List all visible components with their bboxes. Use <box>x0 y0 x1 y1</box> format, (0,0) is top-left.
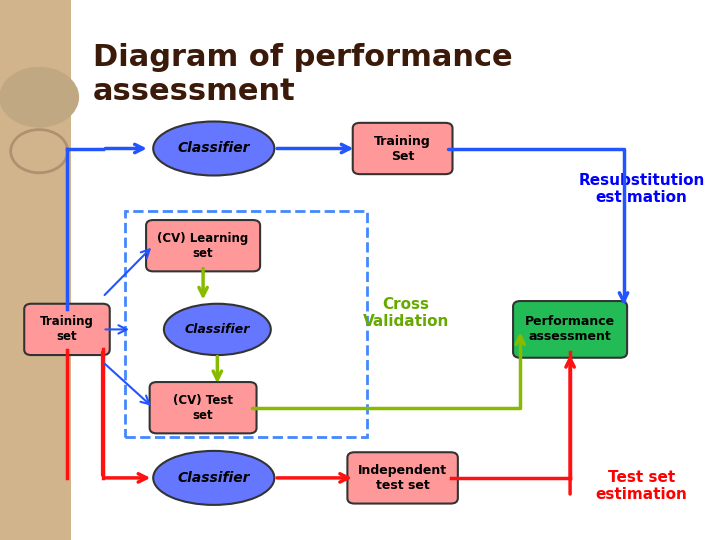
Text: Test set
estimation: Test set estimation <box>595 470 688 502</box>
Text: (CV) Learning
set: (CV) Learning set <box>158 232 248 260</box>
Text: Cross
Validation: Cross Validation <box>363 297 449 329</box>
Text: Resubstitution
estimation: Resubstitution estimation <box>578 173 705 205</box>
Ellipse shape <box>153 122 274 176</box>
Text: Independent
test set: Independent test set <box>358 464 447 492</box>
Circle shape <box>0 68 78 127</box>
Ellipse shape <box>153 451 274 505</box>
FancyBboxPatch shape <box>150 382 256 433</box>
Text: Diagram of performance
assessment: Diagram of performance assessment <box>93 43 512 106</box>
FancyBboxPatch shape <box>513 301 627 357</box>
Text: Classifier: Classifier <box>184 323 250 336</box>
FancyBboxPatch shape <box>146 220 260 271</box>
FancyBboxPatch shape <box>347 452 458 503</box>
FancyBboxPatch shape <box>24 303 109 355</box>
Text: Training
set: Training set <box>40 315 94 343</box>
Text: Training
Set: Training Set <box>374 134 431 163</box>
Text: (CV) Test
set: (CV) Test set <box>173 394 233 422</box>
Text: Performance
assessment: Performance assessment <box>525 315 615 343</box>
FancyBboxPatch shape <box>0 0 71 540</box>
Text: Classifier: Classifier <box>178 141 250 156</box>
FancyBboxPatch shape <box>353 123 452 174</box>
Text: Classifier: Classifier <box>178 471 250 485</box>
Ellipse shape <box>164 303 271 355</box>
